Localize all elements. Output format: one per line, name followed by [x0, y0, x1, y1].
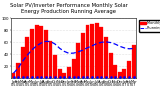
Bar — [44, 30, 48, 78]
Bar — [62, 73, 66, 78]
Point — [68, 76, 70, 78]
Bar — [132, 45, 136, 78]
Bar — [109, 53, 112, 78]
Point — [105, 76, 107, 78]
Point — [128, 76, 130, 78]
Bar — [48, 41, 52, 78]
Point — [119, 76, 121, 78]
Point — [49, 76, 52, 78]
Point — [114, 76, 116, 78]
Bar — [35, 25, 39, 78]
Text: Solar PV/Inverter Performance Monthly Solar Energy Production Running Average: Solar PV/Inverter Performance Monthly So… — [10, 3, 128, 14]
Bar — [90, 24, 94, 78]
Bar — [39, 26, 43, 78]
Point — [86, 76, 89, 78]
Point — [72, 76, 75, 78]
Bar — [113, 65, 117, 78]
Point — [123, 76, 126, 78]
Point — [21, 76, 24, 78]
Bar — [81, 33, 85, 78]
Point — [109, 76, 112, 78]
Bar — [21, 47, 25, 78]
Bar — [67, 67, 71, 78]
Point — [45, 76, 47, 78]
Point — [58, 76, 61, 78]
Point — [95, 76, 98, 78]
Bar — [76, 43, 80, 78]
Bar — [53, 55, 57, 78]
Point — [100, 76, 103, 78]
Bar — [99, 27, 103, 78]
Point — [40, 76, 43, 78]
Bar — [127, 61, 131, 78]
Point — [132, 76, 135, 78]
Point — [17, 76, 19, 78]
Bar — [85, 25, 89, 78]
Bar — [72, 59, 76, 78]
Bar — [123, 69, 126, 78]
Point — [77, 76, 80, 78]
Point — [63, 76, 66, 78]
Bar — [95, 23, 99, 78]
Bar — [30, 29, 34, 78]
Bar — [16, 63, 20, 78]
Bar — [12, 73, 16, 78]
Bar — [104, 37, 108, 78]
Point — [31, 76, 33, 78]
Point — [54, 76, 56, 78]
Bar — [58, 69, 62, 78]
Bar — [118, 72, 122, 78]
Legend: Monthly kWh, Running Average: Monthly kWh, Running Average — [139, 20, 160, 32]
Point — [26, 76, 29, 78]
Bar — [25, 37, 29, 78]
Point — [35, 76, 38, 78]
Point — [12, 76, 15, 78]
Point — [82, 76, 84, 78]
Point — [91, 76, 93, 78]
